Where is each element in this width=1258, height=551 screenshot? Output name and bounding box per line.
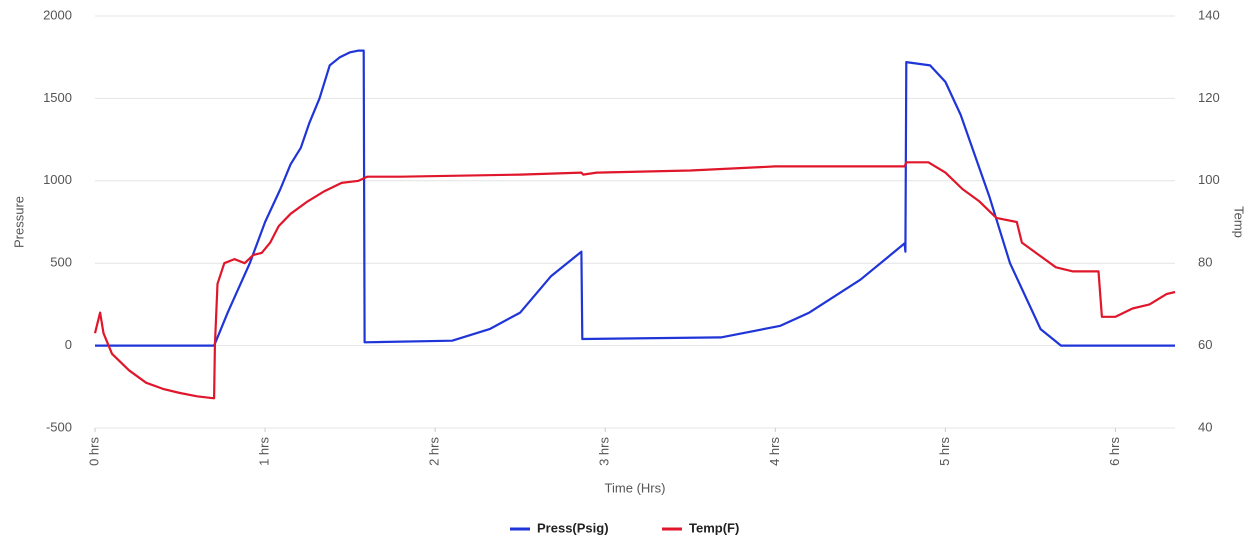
y-axis-title: Pressure [11,196,26,248]
legend-label: Press(Psig) [537,520,609,535]
x-tick-label: 6 hrs [1107,437,1122,466]
x-tick-label: 4 hrs [767,437,782,466]
y2-axis-title: Temp [1232,206,1247,238]
y2-tick-label: 120 [1198,90,1220,105]
y2-tick-label: 60 [1198,337,1212,352]
y2-tick-label: 40 [1198,419,1212,434]
x-tick-label: 0 hrs [86,437,101,466]
y-tick-label: -500 [46,419,72,434]
y2-tick-label: 100 [1198,172,1220,187]
y-tick-label: 1000 [43,172,72,187]
series-line [93,161,1176,400]
x-tick-label: 1 hrs [257,437,272,466]
y-tick-label: 1500 [43,90,72,105]
x-axis-title: Time (Hrs) [605,480,666,495]
x-tick-label: 5 hrs [937,437,952,466]
y-tick-label: 500 [50,255,72,270]
y2-tick-label: 140 [1198,7,1220,22]
x-tick-label: 3 hrs [597,437,612,466]
x-tick-label: 2 hrs [427,437,442,466]
y2-tick-label: 80 [1198,255,1212,270]
y-tick-label: 2000 [43,7,72,22]
y-tick-label: 0 [65,337,72,352]
legend-label: Temp(F) [689,520,739,535]
series-line [95,49,1175,347]
